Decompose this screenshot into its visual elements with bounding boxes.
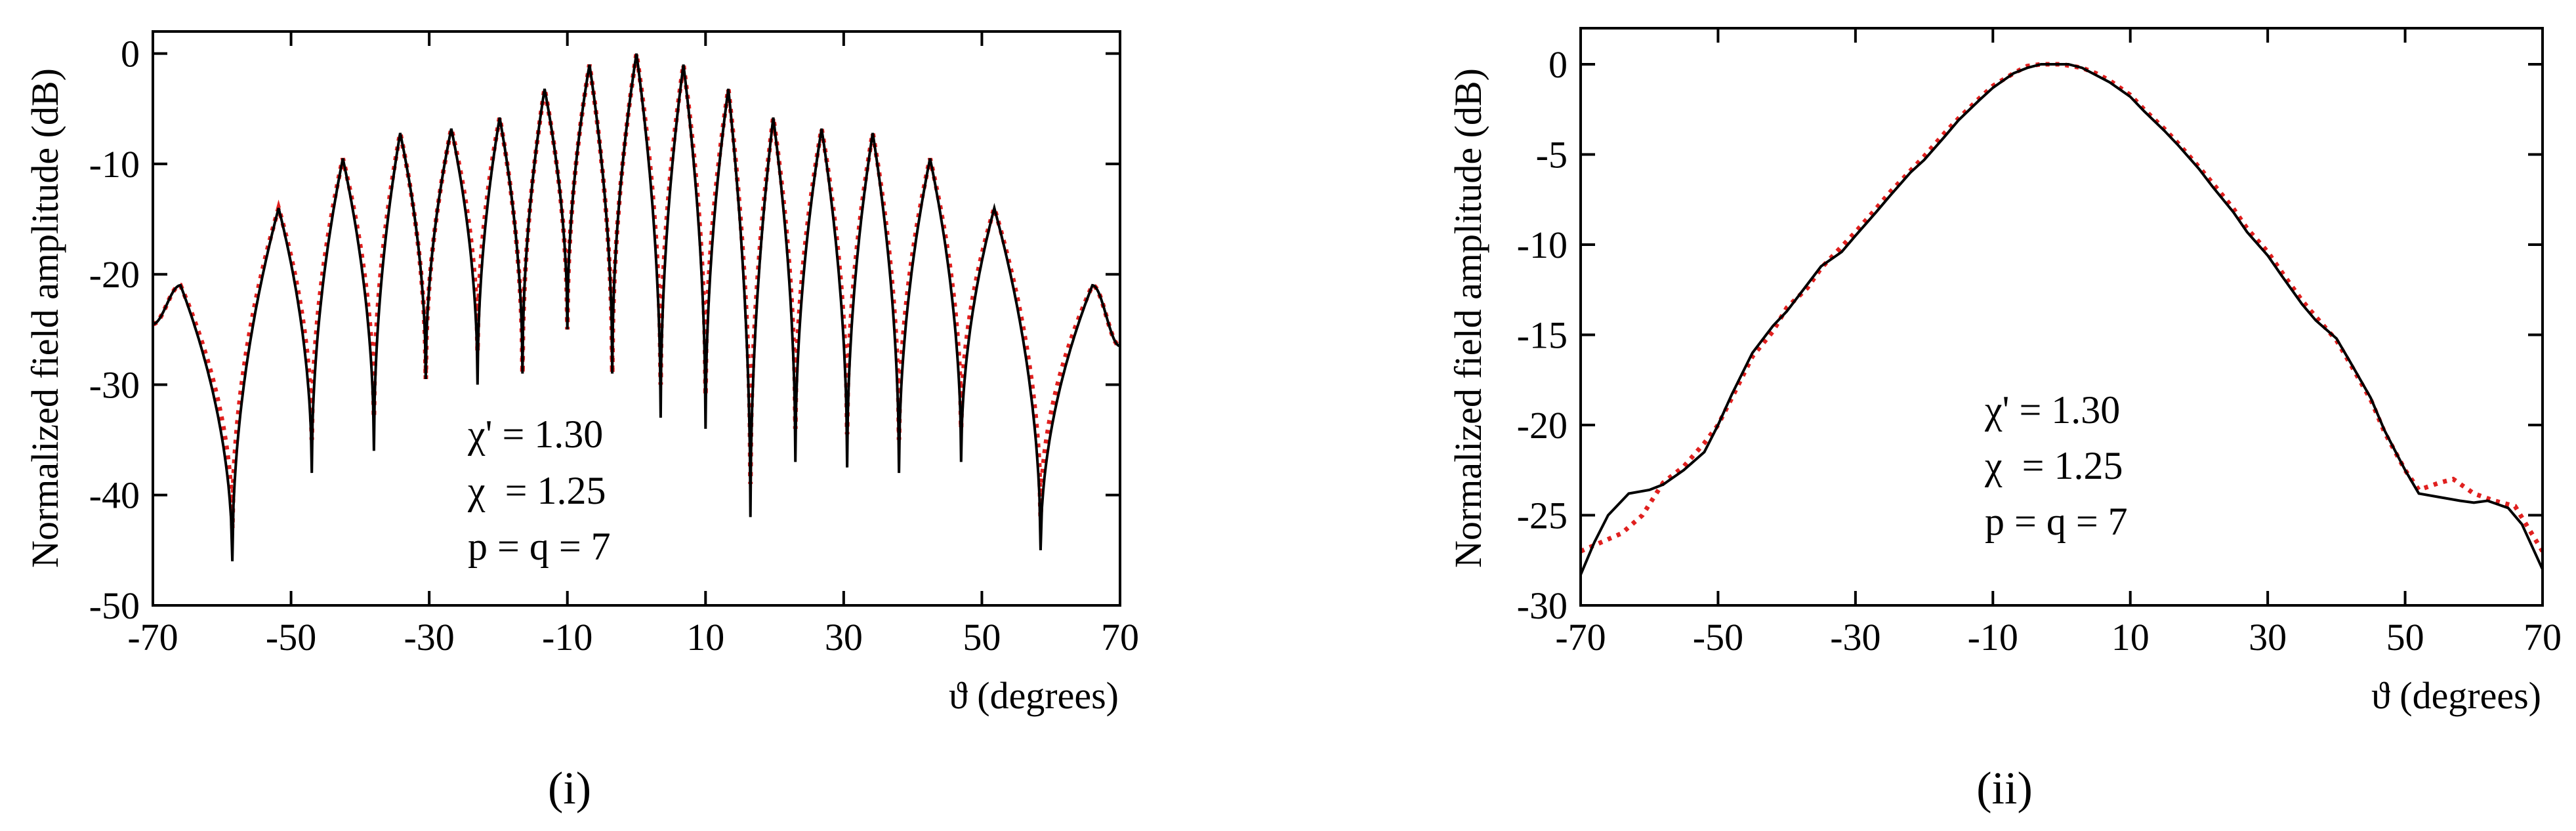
chart-ii-series-dotted <box>1581 62 2543 554</box>
chart-ii-xtick-label: 10 <box>2111 616 2150 659</box>
chart-ii-xtick-label: -50 <box>1693 616 1743 659</box>
chart-ii-axes: -70 -50 -30 -10 10 30 50 70 0 -5 -10 -15 -20 -25 -30 <box>1517 28 2562 659</box>
chart-i-series-solid <box>153 53 1120 561</box>
chart-ii-xtick-label: -70 <box>1555 616 1606 659</box>
chart-i-xtick-label: 10 <box>686 616 724 659</box>
chart-ii-ytick-label: 0 <box>1548 43 1568 86</box>
chart-i-axes: -70 -50 -30 -10 10 30 50 700-10-20-30-40-50 <box>89 31 1139 659</box>
chart-i-ytick-label: 0 <box>121 33 140 75</box>
chart-i-xtick-label: 70 <box>1101 616 1139 659</box>
chart-ii-ytick-label: -30 <box>1517 584 1568 627</box>
chart-ii-ytick-label: -15 <box>1517 314 1568 357</box>
chart-i-xtick-label: -30 <box>404 616 454 659</box>
chart-i-xtick-label: 30 <box>825 616 863 659</box>
chart-ii-frame <box>1579 27 2544 607</box>
chart-ii-ytick-label: -5 <box>1536 134 1568 176</box>
chart-ii-annotation-chi-prime: χ' = 1.30 <box>1984 388 2120 432</box>
chart-ii-ylabel: Normalized field amplitude (dB) <box>1447 68 1489 568</box>
chart-ii-annotation-pq: p = q = 7 <box>1985 500 2128 543</box>
chart-ii-xtick-label: 50 <box>2386 616 2424 659</box>
chart-ii-annotation-chi: χ = 1.25 <box>1984 444 2123 487</box>
chart-i-annotation-pq: p = q = 7 <box>468 525 611 568</box>
chart-ii-xtick-label: -30 <box>1830 616 1880 659</box>
chart-ii-ytick-label: -10 <box>1517 224 1568 266</box>
chart-i-xtick-label: 50 <box>963 616 1001 659</box>
chart-i-annotation-chi: χ = 1.25 <box>467 469 606 512</box>
chart-i-xtick-label: -70 <box>127 616 178 659</box>
chart-i-ylabel: Normalized field amplitude (dB) <box>24 68 66 568</box>
chart-i-ytick-label: -20 <box>89 253 140 296</box>
chart-ii-xlabel: ϑ (degrees) <box>2371 674 2541 717</box>
chart-i-ytick-label: -30 <box>89 363 140 406</box>
chart-ii-ytick-label: -20 <box>1517 404 1568 447</box>
chart-i-ytick-label: -40 <box>89 474 140 517</box>
chart-i-xlabel: ϑ (degrees) <box>949 674 1119 717</box>
chart-i-xtick-label: -10 <box>542 616 592 659</box>
chart-ii-xtick-label: 30 <box>2249 616 2287 659</box>
chart-i-ytick-label: -10 <box>89 143 140 186</box>
chart-ii-xtick-label: -10 <box>1968 616 2018 659</box>
chart-ii-series-solid <box>1581 63 2543 576</box>
chart-i-xtick-label: -50 <box>266 616 316 659</box>
chart-i-annotation-chi-prime: χ' = 1.30 <box>467 413 603 456</box>
chart-i-ytick-label: -50 <box>89 584 140 627</box>
chart-i-frame <box>152 30 1121 607</box>
chart-i: -70 -50 -30 -10 10 30 50 700-10-20-30-40-50 Nor… <box>24 30 1139 814</box>
chart-ii-ytick-label: -25 <box>1517 495 1568 537</box>
chart-i-panel-label: (i) <box>548 763 591 814</box>
chart-ii: -70 -50 -30 -10 10 30 50 70 0 -5 -10 -15 -20 -25 -30 N… <box>1447 27 2562 814</box>
chart-ii-panel-label: (ii) <box>1976 763 2033 814</box>
chart-ii-xtick-label: 70 <box>2524 616 2562 659</box>
